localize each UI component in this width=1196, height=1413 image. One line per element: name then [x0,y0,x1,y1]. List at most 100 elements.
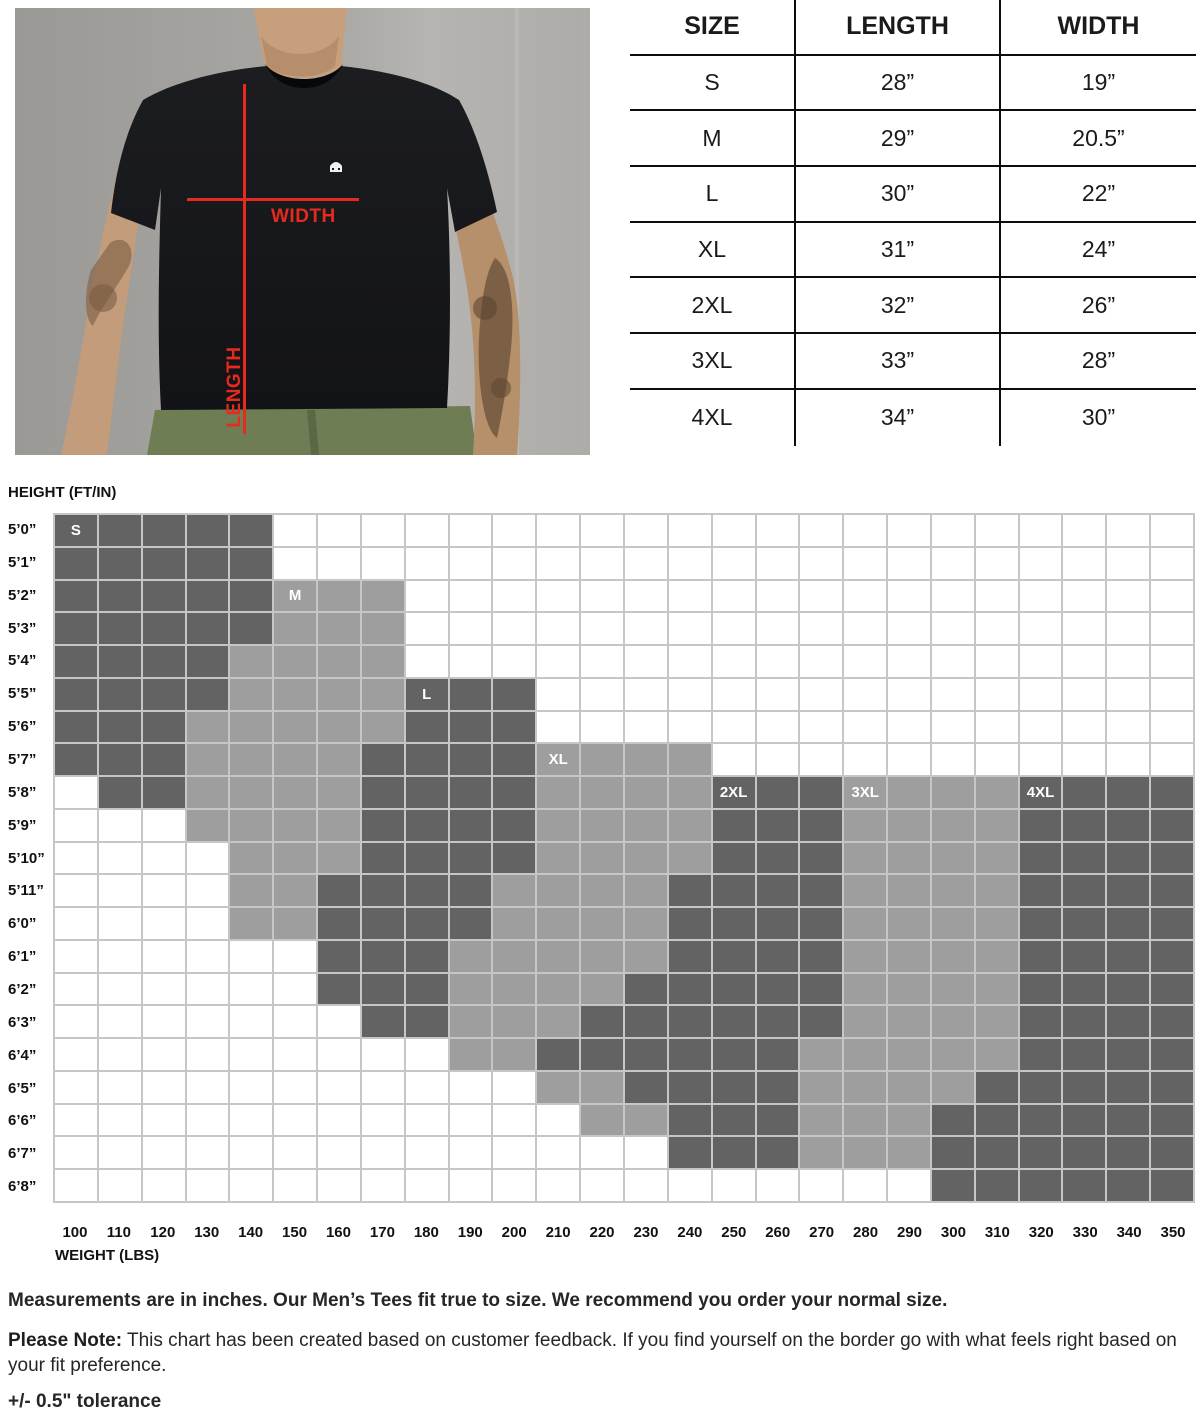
grid-cell [844,809,887,841]
grid-cell [800,515,843,546]
grid-cell [581,1039,623,1070]
grid-cell [975,777,1018,808]
height-tick-label: 6’1” [8,948,37,966]
size-table-width-cell: 20.5” [1001,111,1196,168]
grid-cell [1019,842,1062,874]
grid-cell [493,1104,536,1136]
grid-cell [230,613,273,645]
grid-cell [274,1039,317,1070]
model-photo: WIDTH LENGTH [15,8,590,455]
grid-cell [624,1170,667,1201]
grid-cell [1107,613,1150,645]
grid-cell [405,777,448,808]
grid-cell [1063,842,1106,874]
grid-cell [624,547,667,579]
grid-cell [1063,515,1106,546]
grid-cell [1019,1137,1062,1169]
height-tick-label: 5’3” [8,619,37,637]
grid-cell [186,973,229,1005]
height-tick-label: 5’10” [8,849,45,867]
width-measure-line [187,198,359,201]
grid-cell [142,678,185,710]
grid-cell: L [405,678,448,710]
beard-shadow [261,36,339,77]
grid-cell [975,1039,1018,1070]
grid-cell [1107,940,1150,972]
grid-cell [186,711,229,743]
grid-cell [844,711,887,743]
grid-cell [98,1006,141,1038]
grid-cell [493,973,536,1005]
grid-cell [581,515,623,546]
grid-cell [1151,875,1193,907]
grid-cell [1063,580,1106,612]
grid-cell [888,580,930,612]
weight-tick-label: 200 [501,1224,527,1241]
grid-cell [756,875,799,907]
grid-cell [449,1170,492,1201]
grid-cell [1063,1137,1106,1169]
grid-cell [493,1137,536,1169]
grid-cell [1063,908,1106,939]
grid-cell [800,744,843,776]
height-tick-label: 6’0” [8,915,37,933]
grid-cell [449,711,492,743]
grid-cell [1019,1104,1062,1136]
weight-tick-label: 260 [765,1224,791,1241]
grid-cell [361,547,404,579]
size-table-size-cell: M [630,111,796,168]
notes-block: Measurements are in inches. Our Men’s Te… [8,1290,1178,1413]
grid-cell [98,809,141,841]
grid-cell [581,580,623,612]
grid-cell [581,809,623,841]
grid-cell [800,547,843,579]
weight-tick-label: 250 [721,1224,747,1241]
grid-cell [405,711,448,743]
grid-cell [931,1039,974,1070]
grid-cell [624,973,667,1005]
grid-cell [931,973,974,1005]
grid-cell [888,1039,930,1070]
grid-cell [888,1170,930,1201]
grid-cell [318,1071,360,1103]
weight-tick-label: 150 [282,1224,308,1241]
grid-cell [274,973,317,1005]
grid-cell [931,580,974,612]
grid-cell [668,1137,711,1169]
grid-cell [318,744,360,776]
grid-cell [1151,809,1193,841]
grid-cell [1107,678,1150,710]
grid-cell [405,547,448,579]
grid-cell [98,613,141,645]
grid-cell: M [274,580,317,612]
grid-cell [756,1006,799,1038]
grid-cell [888,809,930,841]
grid-cell [449,908,492,939]
grid-cell [1107,711,1150,743]
grid-cell [274,1006,317,1038]
grid-cell [581,875,623,907]
grid-cell [318,547,360,579]
grid-cell [361,580,404,612]
grid-cell [1151,580,1193,612]
size-table-header: LENGTH [796,0,1001,56]
grid-cell [1063,777,1106,808]
grid-cell [537,515,580,546]
grid-cell [186,842,229,874]
grid-cell [318,1039,360,1070]
grid-cell [186,1071,229,1103]
grid-cell [1019,875,1062,907]
grid-cell [756,678,799,710]
grid-cell [712,875,755,907]
grid-cell [624,940,667,972]
grid-cell [230,973,273,1005]
height-tick-label: 6’5” [8,1079,37,1097]
grid-cell [624,711,667,743]
grid-cell [800,580,843,612]
grid-cell [405,1137,448,1169]
grid-cell [844,1137,887,1169]
size-table-size-cell: L [630,167,796,223]
grid-cell [230,809,273,841]
grid-cell [361,842,404,874]
grid-cell [581,1104,623,1136]
